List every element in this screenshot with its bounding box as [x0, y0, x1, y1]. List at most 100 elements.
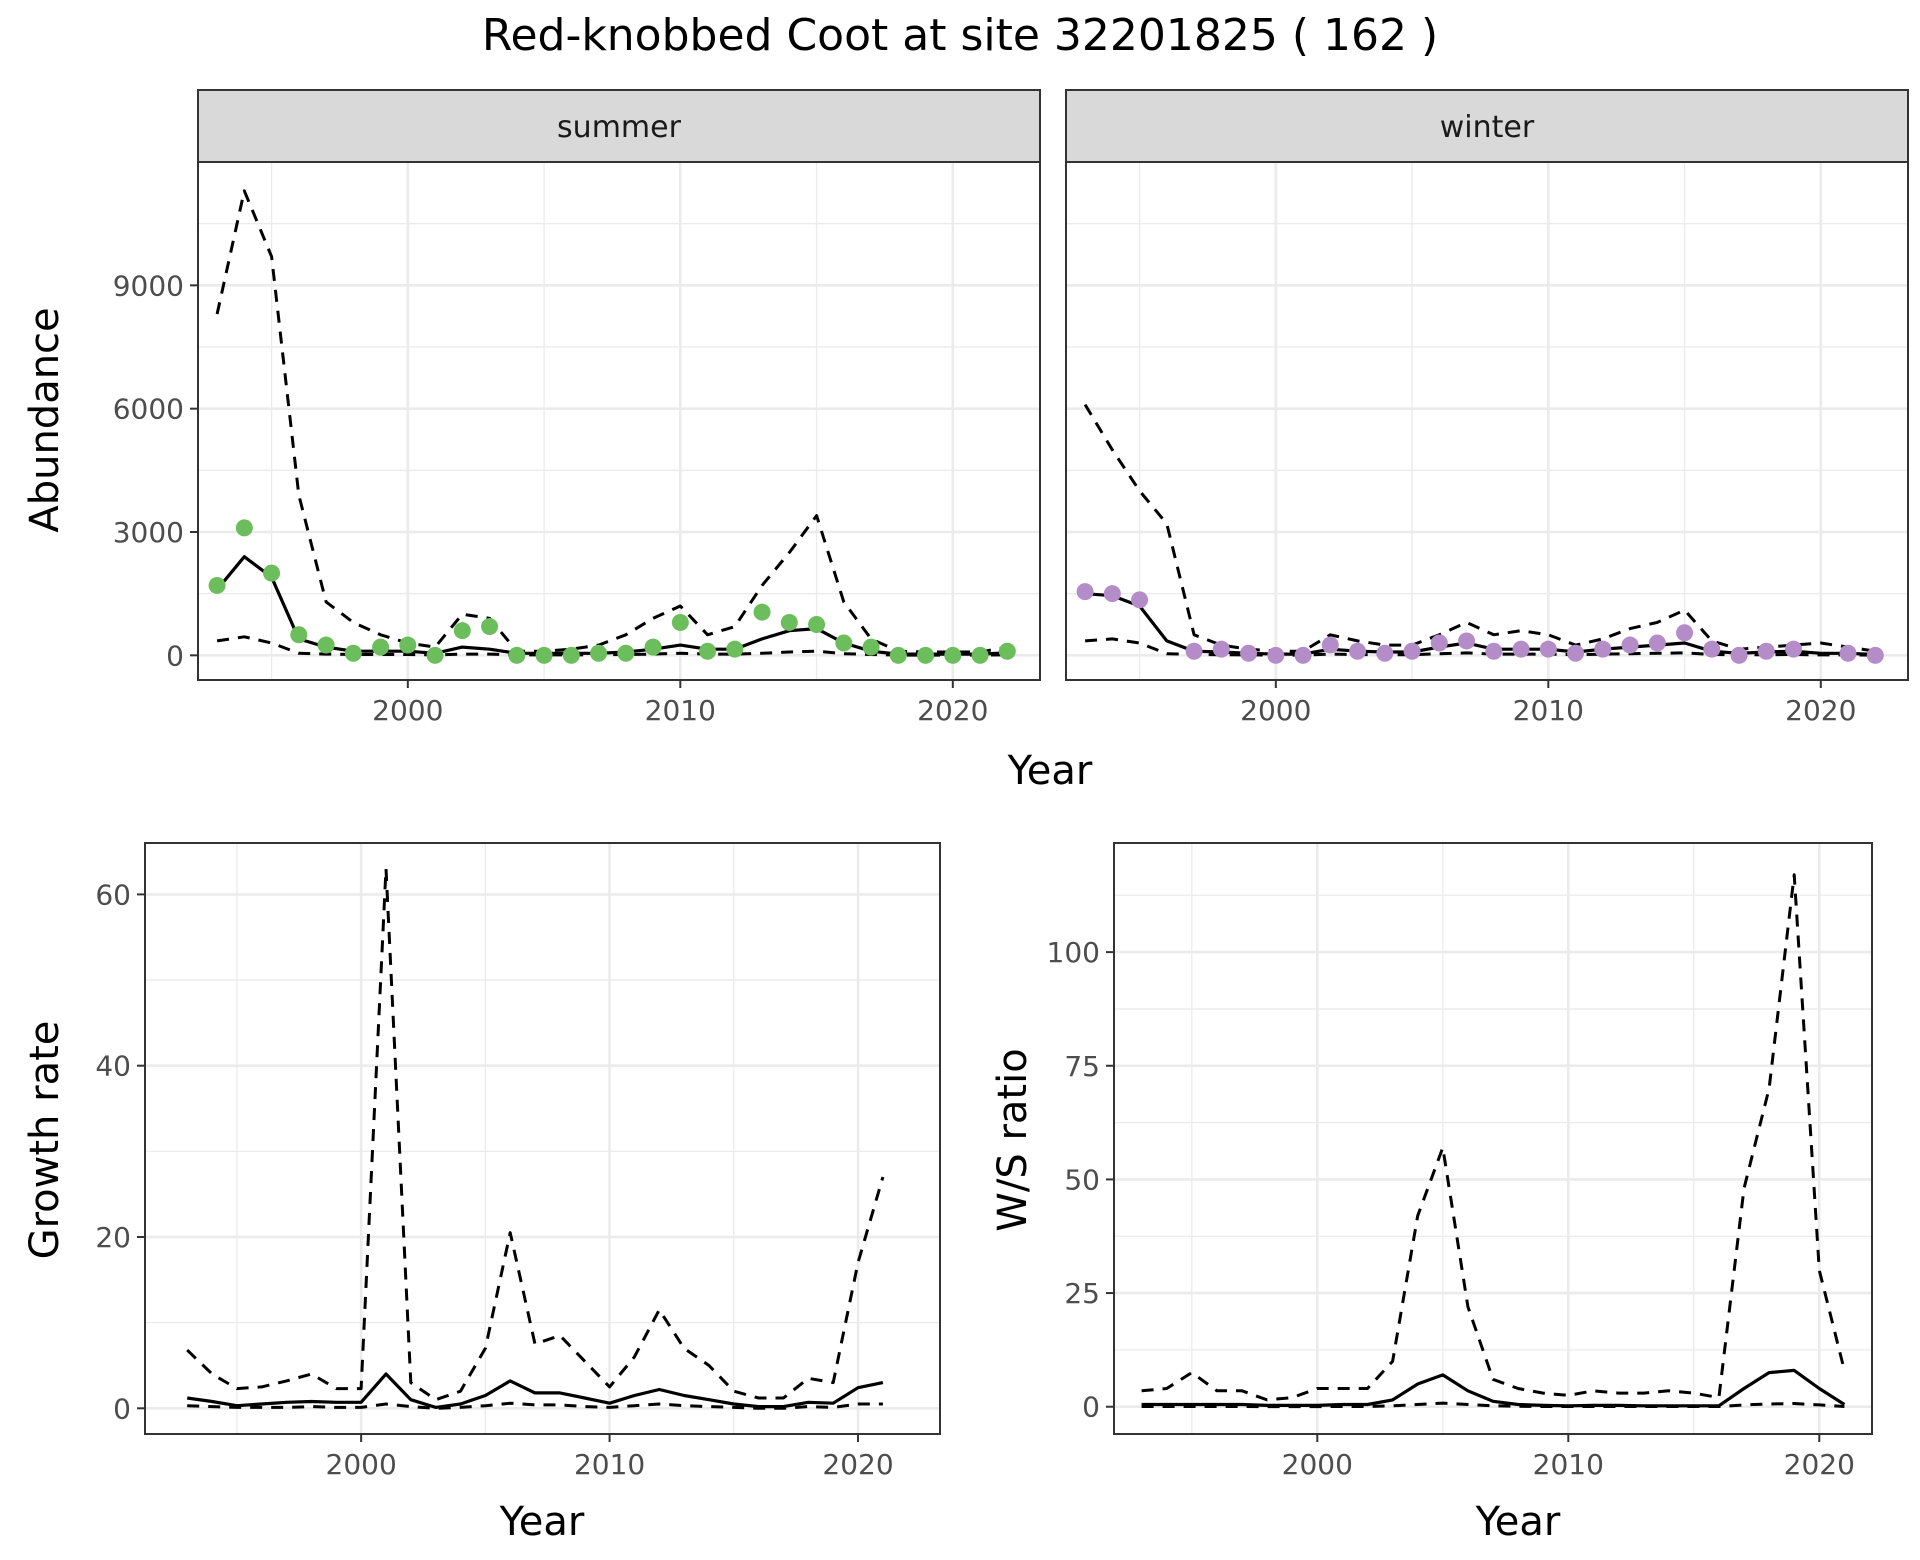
data-point [1240, 644, 1258, 662]
growth-rate-panel: 2000 2010 2020 0 20 40 60 Growth rate Year [22, 842, 941, 1545]
data-point [1430, 634, 1448, 652]
data-point [617, 644, 635, 662]
x-tick-label: 2010 [1533, 1448, 1604, 1481]
data-point [1485, 642, 1503, 660]
y-tick-label: 20 [95, 1221, 131, 1254]
data-point [1512, 640, 1530, 658]
facet-strip [1065, 89, 1909, 163]
data-point [508, 646, 526, 664]
data-point [917, 646, 935, 664]
y-tick-label: 50 [1064, 1163, 1100, 1196]
interval-line-1 [186, 867, 885, 1402]
data-point [699, 642, 717, 660]
x-tick-label: 2000 [326, 1448, 397, 1481]
data-point [1676, 624, 1694, 642]
panel-background [1066, 162, 1908, 680]
data-point [263, 564, 281, 582]
data-point [671, 613, 689, 631]
data-point [399, 636, 417, 654]
data-point [1539, 640, 1557, 658]
data-point [1267, 646, 1285, 664]
top-x-axis-title: Year [1007, 748, 1093, 794]
data-point [1131, 591, 1149, 609]
y-tick-label: 0 [113, 1392, 131, 1425]
x-tick-label: 2020 [917, 694, 988, 727]
data-point [862, 638, 880, 656]
figure-title: Red-knobbed Coot at site 32201825 ( 162 … [482, 10, 1438, 61]
y-axis-title: Growth rate [22, 1021, 68, 1260]
y-tick-label: 3000 [113, 516, 184, 549]
data-point [1594, 640, 1612, 658]
x-tick-label: 2020 [1784, 1448, 1855, 1481]
x-tick-label: 2000 [1240, 694, 1311, 727]
x-tick-label: 2010 [574, 1448, 645, 1481]
x-tick-label: 2000 [372, 694, 443, 727]
data-point [453, 622, 471, 640]
x-tick-label: 2010 [1513, 694, 1584, 727]
y-tick-label: 25 [1064, 1277, 1100, 1310]
interval-line-2 [187, 1401, 883, 1410]
data-point [290, 626, 308, 644]
y-tick-label: 75 [1064, 1050, 1100, 1083]
ws-ratio-panel: 2000 2010 2020 0 25 50 75 100 W/S ratio Year [990, 842, 1873, 1545]
data-point [644, 638, 662, 656]
data-point [1648, 634, 1666, 652]
data-point [372, 638, 390, 656]
data-point [726, 640, 744, 658]
x-tick-label: 2010 [645, 694, 716, 727]
data-point [1839, 644, 1857, 662]
facet-strip-label: summer [557, 110, 682, 145]
panel-border [1113, 842, 1873, 1435]
data-point [1076, 583, 1094, 601]
x-tick-label: 2020 [822, 1448, 893, 1481]
y-axis-title: Abundance [22, 307, 68, 532]
data-point [889, 646, 907, 664]
x-tick-label: 2000 [1282, 1448, 1353, 1481]
data-point [1785, 640, 1803, 658]
y-tick-label: 0 [1082, 1391, 1100, 1424]
data-point [998, 642, 1016, 660]
y-tick-label: 0 [166, 639, 184, 672]
data-point [1757, 642, 1775, 660]
panel-background [145, 843, 940, 1434]
panel-background [198, 162, 1040, 680]
interval-line-1 [1141, 873, 1846, 1402]
y-tick-label: 100 [1047, 936, 1100, 969]
facet-strip-label: winter [1440, 110, 1535, 145]
data-point [562, 646, 580, 664]
data-point [235, 519, 253, 537]
data-point [1294, 646, 1312, 664]
data-point [971, 646, 989, 664]
data-point [1103, 585, 1121, 603]
data-point [1567, 644, 1585, 662]
winter-panel: winter 2000 2010 2020 [1065, 89, 1909, 727]
data-point [1703, 640, 1721, 658]
data-point [944, 646, 962, 664]
data-point [208, 576, 226, 594]
data-point [1458, 632, 1476, 650]
data-point [1321, 636, 1339, 654]
x-axis-title: Year [499, 1499, 585, 1545]
facet-strip [197, 89, 1041, 163]
y-axis-title: W/S ratio [990, 1048, 1036, 1231]
data-point [780, 613, 798, 631]
y-tick-label: 40 [95, 1050, 131, 1083]
summer-panel: summer 2000 2010 2020 0 3000 6000 9000 Abundance [22, 89, 1041, 727]
data-point [481, 618, 499, 636]
data-point [426, 646, 444, 664]
y-tick-label: 6000 [113, 393, 184, 426]
data-point [1349, 642, 1367, 660]
y-tick-label: 60 [95, 878, 131, 911]
data-point [317, 636, 335, 654]
x-axis-title: Year [1475, 1499, 1561, 1545]
estimate-line-0 [186, 1372, 884, 1410]
data-point [835, 634, 853, 652]
panel-border [144, 842, 941, 1435]
data-point [344, 644, 362, 662]
data-point [1730, 646, 1748, 664]
y-tick-label: 9000 [113, 269, 184, 302]
data-point [1376, 644, 1394, 662]
data-point [1185, 642, 1203, 660]
estimate-line-0 [1141, 1368, 1846, 1408]
